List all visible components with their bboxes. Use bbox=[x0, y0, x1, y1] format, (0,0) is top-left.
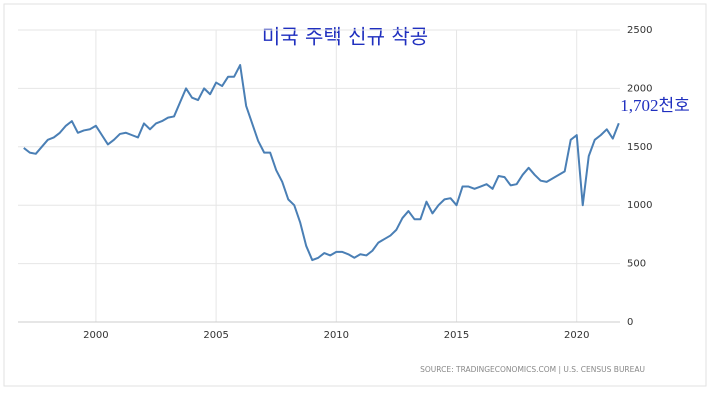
source: SOURCE: TRADINGECONOMICS.COM | U.S. CENS… bbox=[420, 365, 645, 374]
data-line bbox=[23, 64, 620, 262]
y-tick-label: 500 bbox=[627, 259, 646, 270]
y-tick-label: 1000 bbox=[627, 200, 652, 211]
x-tick-label: 2010 bbox=[324, 330, 349, 341]
x-tick-label: 2020 bbox=[564, 330, 589, 341]
y-tick-label: 1500 bbox=[627, 142, 652, 153]
annotation: 1,702천호 bbox=[620, 96, 690, 115]
chart-frame bbox=[3, 3, 707, 387]
x-tick-label: 2005 bbox=[203, 330, 228, 341]
chart-title: 미국 주택 신규 착공 bbox=[262, 25, 428, 49]
y-tick-label: 0 bbox=[627, 317, 633, 328]
y-tick-label: 2000 bbox=[627, 83, 652, 94]
y-tick-label: 2500 bbox=[627, 25, 652, 36]
x-tick-label: 2015 bbox=[444, 330, 469, 341]
x-tick-label: 2000 bbox=[83, 330, 108, 341]
